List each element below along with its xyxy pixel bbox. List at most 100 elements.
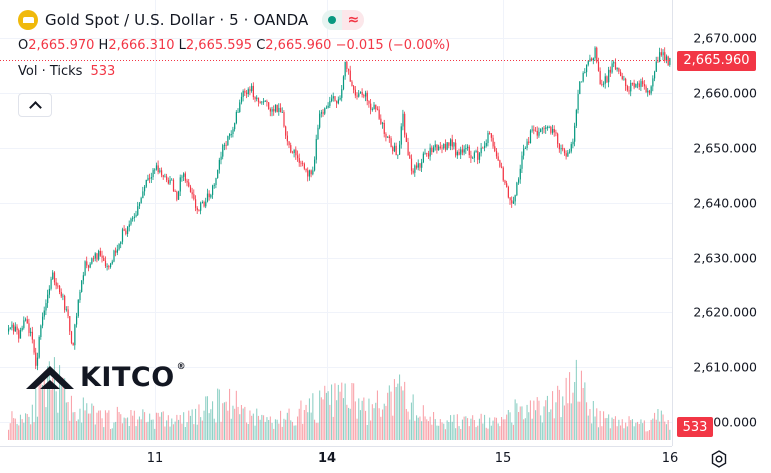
volume-bar: [376, 390, 378, 440]
candle-body: [16, 326, 18, 331]
candle-body: [276, 104, 278, 112]
volume-bar: [523, 419, 525, 440]
candle-body: [359, 91, 362, 94]
volume-bar: [196, 424, 198, 440]
candle-body: [103, 257, 105, 261]
candle-body: [625, 78, 627, 86]
candle-body: [305, 168, 307, 171]
volume-bar: [337, 384, 339, 440]
candle-body: [91, 258, 93, 264]
candle-body: [397, 154, 399, 156]
symbol-title[interactable]: Gold Spot / U.S. Dollar · 5 · OANDA: [45, 11, 309, 29]
volume-bar: [59, 365, 61, 440]
candle-body: [93, 258, 95, 260]
candle-body: [162, 175, 164, 177]
volume-bar: [640, 419, 642, 440]
volume-legend[interactable]: Vol · Ticks 533: [18, 64, 115, 79]
candle-body: [383, 122, 385, 134]
candle-body: [611, 63, 613, 73]
candle-body: [472, 158, 474, 159]
candle-body: [446, 142, 448, 150]
volume-bar: [592, 401, 594, 440]
candle-body: [487, 133, 489, 143]
candle-body: [348, 69, 350, 71]
volume-bar: [45, 407, 47, 440]
candle-body: [113, 250, 115, 262]
volume-bar: [473, 420, 475, 440]
candle-body: [439, 146, 441, 148]
volume-bar: [57, 412, 59, 440]
volume-bar: [608, 414, 610, 440]
volume-bar: [237, 406, 239, 440]
volume-bar: [232, 405, 234, 440]
candle-body: [512, 201, 515, 204]
candle-body: [451, 139, 453, 147]
candle-body: [353, 86, 355, 90]
candle-body: [72, 343, 74, 346]
volume-bar: [271, 422, 273, 440]
candle-body: [43, 310, 45, 317]
candle-body: [475, 151, 477, 153]
volume-bar: [263, 415, 265, 440]
candle-body: [652, 78, 654, 87]
volume-bar: [74, 412, 76, 440]
volume-bar: [536, 397, 538, 440]
candle-body: [468, 146, 470, 156]
candle-body: [232, 129, 234, 134]
volume-bar: [390, 391, 392, 440]
volume-bar: [393, 379, 395, 440]
candle-body: [218, 159, 220, 170]
volume-bar: [543, 406, 545, 440]
candle-body: [106, 266, 108, 267]
volume-bar: [518, 412, 520, 440]
last-volume-tag: 533: [677, 417, 713, 437]
candle-body: [511, 200, 513, 204]
candle-body: [331, 98, 333, 101]
candle-body: [337, 99, 339, 104]
candle-body: [222, 145, 224, 157]
market-status-pill[interactable]: ≈: [322, 10, 365, 30]
candle-body: [268, 102, 270, 109]
candle-body: [271, 109, 273, 112]
candle-body: [206, 193, 209, 202]
candle-body: [342, 76, 345, 90]
candle-body: [193, 194, 195, 200]
candle-body: [412, 170, 414, 173]
candle-body: [191, 192, 193, 195]
candle-body: [638, 83, 640, 87]
candle-body: [382, 122, 384, 124]
settings-gear-icon[interactable]: [709, 449, 729, 469]
volume-bar: [643, 420, 645, 440]
candle-body: [188, 182, 190, 187]
volume-bar: [305, 404, 307, 440]
volume-bar: [334, 383, 336, 440]
candle-body: [470, 155, 472, 159]
volume-bar: [132, 415, 134, 440]
candle-body: [618, 67, 620, 72]
volume-bar: [259, 419, 261, 440]
volume-bar: [667, 420, 669, 440]
candle-body: [626, 86, 628, 91]
price-tick-label: 2,660.000: [693, 85, 757, 101]
volume-bar: [404, 381, 406, 440]
volume-bar: [616, 426, 618, 440]
volume-bar: [514, 399, 516, 440]
volume-bar: [302, 423, 304, 440]
volume-bar: [565, 377, 567, 440]
volume-bar: [342, 398, 344, 440]
candle-body: [495, 150, 498, 157]
candle-body: [82, 275, 84, 281]
volume-bar: [553, 418, 555, 440]
volume-bar: [19, 414, 21, 440]
volume-bar: [320, 397, 322, 440]
candle-body: [373, 104, 375, 109]
candle-body: [404, 113, 406, 135]
collapse-legend-button[interactable]: [18, 93, 52, 117]
price-tick-label: 2,620.000: [693, 304, 757, 320]
volume-bar: [468, 426, 470, 440]
gold-coin-icon: [18, 10, 38, 30]
candle-body: [237, 112, 239, 113]
candle-body: [560, 148, 562, 150]
volume-bar: [203, 410, 205, 440]
